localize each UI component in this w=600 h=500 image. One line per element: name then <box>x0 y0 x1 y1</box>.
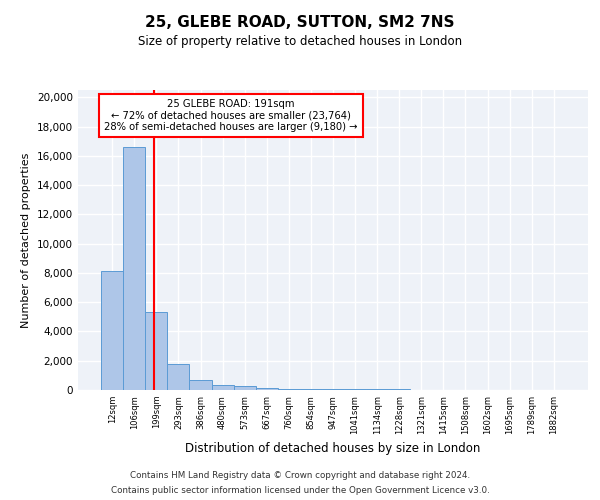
Text: 25, GLEBE ROAD, SUTTON, SM2 7NS: 25, GLEBE ROAD, SUTTON, SM2 7NS <box>145 15 455 30</box>
Bar <box>101 272 123 390</box>
Bar <box>256 388 278 390</box>
Bar <box>212 385 233 390</box>
Bar <box>322 389 344 390</box>
Text: 25 GLEBE ROAD: 191sqm
← 72% of detached houses are smaller (23,764)
28% of semi-: 25 GLEBE ROAD: 191sqm ← 72% of detached … <box>104 99 358 132</box>
Bar <box>233 386 256 390</box>
Bar <box>123 147 145 390</box>
Bar <box>278 388 300 390</box>
X-axis label: Distribution of detached houses by size in London: Distribution of detached houses by size … <box>185 442 481 456</box>
Bar <box>167 364 190 390</box>
Bar <box>190 380 212 390</box>
Text: Contains HM Land Registry data © Crown copyright and database right 2024.: Contains HM Land Registry data © Crown c… <box>130 471 470 480</box>
Bar <box>300 389 322 390</box>
Y-axis label: Number of detached properties: Number of detached properties <box>22 152 31 328</box>
Bar <box>344 389 366 390</box>
Text: Contains public sector information licensed under the Open Government Licence v3: Contains public sector information licen… <box>110 486 490 495</box>
Bar <box>145 312 167 390</box>
Text: Size of property relative to detached houses in London: Size of property relative to detached ho… <box>138 35 462 48</box>
